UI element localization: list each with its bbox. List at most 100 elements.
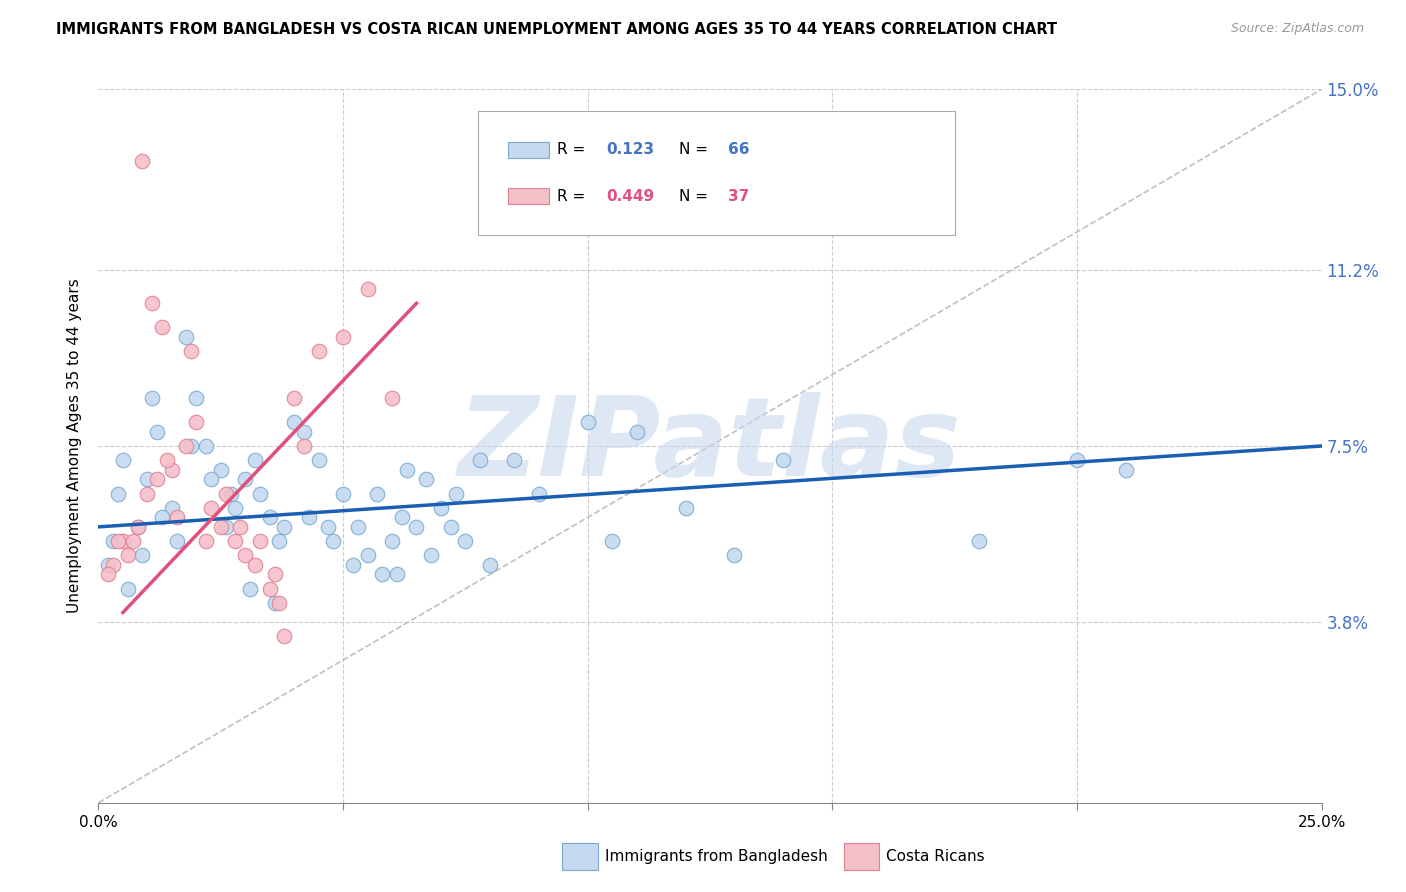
Point <box>229 520 252 534</box>
Point <box>160 500 183 515</box>
Point <box>176 439 198 453</box>
Point <box>626 425 648 439</box>
FancyBboxPatch shape <box>478 111 955 235</box>
Point <box>298 510 321 524</box>
Text: Costa Ricans: Costa Ricans <box>886 849 984 863</box>
Point <box>111 534 134 549</box>
Point <box>283 392 305 406</box>
Point <box>283 415 305 429</box>
Point <box>214 520 236 534</box>
Point <box>107 534 129 549</box>
Point <box>292 439 315 453</box>
Point <box>150 320 173 334</box>
Point <box>259 510 281 524</box>
Point <box>146 472 169 486</box>
Point <box>273 629 295 643</box>
Point <box>107 486 129 500</box>
Point <box>430 500 453 515</box>
Point <box>415 472 437 486</box>
Point <box>180 439 202 453</box>
Point <box>200 500 222 515</box>
Point <box>381 392 404 406</box>
Point <box>214 486 236 500</box>
Text: 0.123: 0.123 <box>606 143 654 157</box>
Point <box>233 472 256 486</box>
Point <box>444 486 467 500</box>
Point <box>356 549 378 563</box>
Point <box>292 425 315 439</box>
Point <box>131 153 153 168</box>
Point <box>141 392 163 406</box>
Point <box>117 549 139 563</box>
Point <box>97 567 120 582</box>
Point <box>127 520 149 534</box>
Text: Immigrants from Bangladesh: Immigrants from Bangladesh <box>605 849 827 863</box>
Point <box>723 549 745 563</box>
Point <box>967 534 990 549</box>
Point <box>249 534 271 549</box>
Point <box>101 534 124 549</box>
Point <box>180 343 202 358</box>
Point <box>209 520 232 534</box>
Text: N =: N = <box>679 189 713 203</box>
Point <box>243 558 266 572</box>
Point <box>405 520 427 534</box>
Text: 66: 66 <box>728 143 749 157</box>
Text: R =: R = <box>557 189 591 203</box>
Point <box>395 463 418 477</box>
Point <box>503 453 526 467</box>
Point <box>121 534 143 549</box>
Point <box>675 500 697 515</box>
Point <box>186 392 208 406</box>
Point <box>160 463 183 477</box>
Point <box>263 596 285 610</box>
Point <box>233 549 256 563</box>
Point <box>219 486 242 500</box>
Point <box>308 453 330 467</box>
Point <box>239 582 262 596</box>
Point <box>478 558 501 572</box>
Point <box>176 329 198 343</box>
Point <box>127 520 149 534</box>
Point <box>117 582 139 596</box>
Point <box>273 520 295 534</box>
Point <box>308 343 330 358</box>
Point <box>195 439 218 453</box>
Text: 37: 37 <box>728 189 749 203</box>
Point <box>146 425 169 439</box>
Point <box>371 567 394 582</box>
Point <box>600 534 623 549</box>
Text: Source: ZipAtlas.com: Source: ZipAtlas.com <box>1230 22 1364 36</box>
Point <box>1115 463 1137 477</box>
FancyBboxPatch shape <box>508 188 548 204</box>
Text: 0.449: 0.449 <box>606 189 654 203</box>
Point <box>269 596 291 610</box>
Point <box>243 453 266 467</box>
Point <box>454 534 477 549</box>
Point <box>772 453 794 467</box>
Point <box>166 534 188 549</box>
Point <box>332 486 354 500</box>
Point <box>381 534 404 549</box>
Point <box>195 534 218 549</box>
Point <box>318 520 340 534</box>
Point <box>136 486 159 500</box>
Text: R =: R = <box>557 143 591 157</box>
Point <box>101 558 124 572</box>
Point <box>1066 453 1088 467</box>
Point <box>263 567 285 582</box>
Text: ZIPatlas: ZIPatlas <box>458 392 962 500</box>
Y-axis label: Unemployment Among Ages 35 to 44 years: Unemployment Among Ages 35 to 44 years <box>67 278 83 614</box>
Point <box>224 500 246 515</box>
Point <box>136 472 159 486</box>
Point <box>576 415 599 429</box>
Text: N =: N = <box>679 143 713 157</box>
Point <box>269 534 291 549</box>
Point <box>385 567 408 582</box>
Point <box>322 534 344 549</box>
Point <box>366 486 388 500</box>
Point <box>249 486 271 500</box>
Point <box>420 549 443 563</box>
Point <box>346 520 368 534</box>
Point <box>391 510 413 524</box>
